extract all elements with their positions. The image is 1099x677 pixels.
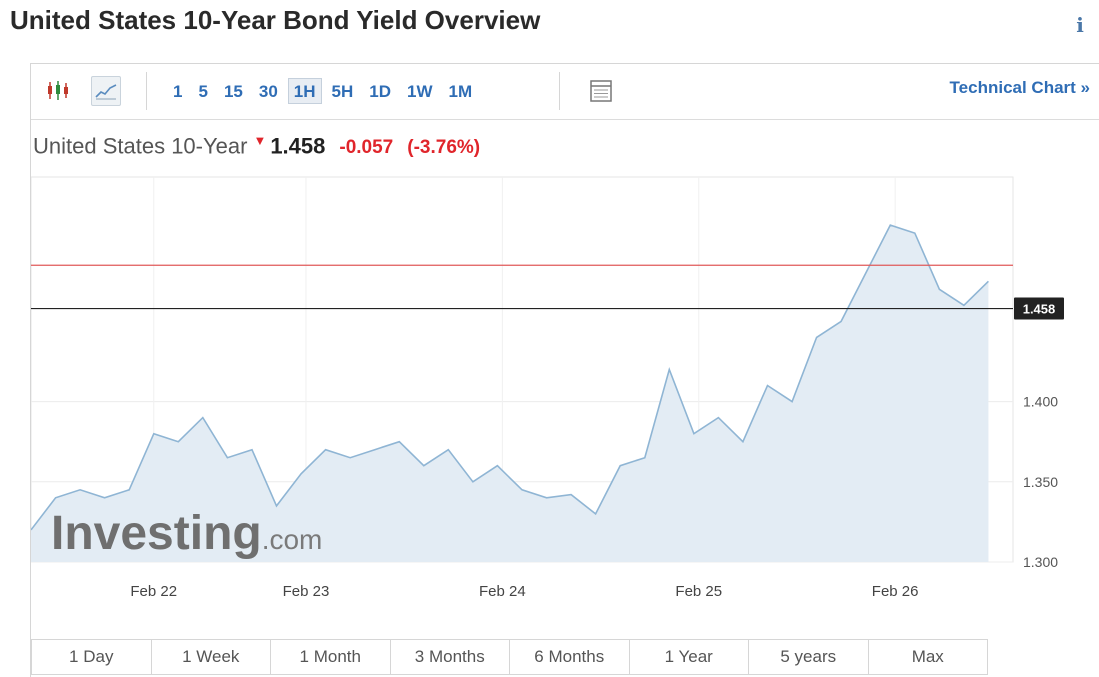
range-1-day[interactable]: 1 Day [32,640,152,674]
x-tick-label: Feb 26 [872,583,919,600]
current-price-badge [1014,297,1064,320]
interval-5h[interactable]: 5H [331,82,354,101]
interval-1w[interactable]: 1W [406,82,433,101]
range-max[interactable]: Max [911,647,944,666]
instrument-name: United States 10-Year [33,133,248,159]
interval-1h[interactable]: 1H [287,78,322,104]
current-price-label: 1.458 [1023,302,1056,317]
range-1-year[interactable]: 1 Year [630,640,749,674]
down-arrow-icon: ▼ [253,133,267,148]
interval-1m[interactable]: 1M [448,82,473,101]
table-icon[interactable] [586,76,616,106]
interval-5[interactable]: 5 [198,82,208,101]
interval-1[interactable]: 1 [173,82,183,101]
toolbar-separator [559,72,560,110]
price-change: -0.057 [339,137,394,159]
y-tick-label: 1.350 [1023,474,1058,490]
x-tick-label: Feb 24 [479,583,526,600]
interval-selector: 1 5 15 30 1H 5H 1D 1W 1M [167,78,478,106]
time-range-selector: 1 Day 1 Week 1 Month 3 Months 6 Months 1 Year… [31,639,988,675]
interval-30[interactable]: 30 [258,82,278,101]
range-1-month[interactable]: 1 Month [271,640,391,674]
range-6-months[interactable]: 6 Months [510,640,630,674]
interval-1d[interactable]: 1D [369,82,391,101]
yield-line [31,224,989,531]
range-1-week[interactable]: 1 Week [152,640,271,674]
technical-chart-link[interactable]: Technical Chart » [949,78,1090,97]
quote-header: United States 10-Year ▼ 1.458 -0.057 (-3.76%… [33,133,480,159]
candlestick-icon[interactable] [43,76,73,106]
x-tick-label: Feb 22 [130,583,177,600]
area-chart-icon[interactable] [91,76,121,106]
chart-panel: 1 5 15 30 1H 5H 1D 1W 1M Technical Chart » Unite… [30,63,1099,677]
yield-chart[interactable]: 1.458 1.300 1.350 1.400 Feb 22 Feb 23 Feb 24 Fe… [31,64,1099,639]
toolbar-separator [146,72,147,110]
investing-watermark: Investing.com [51,507,322,560]
price-change-percent: (-3.76%) [407,137,481,159]
x-tick-label: Feb 23 [283,583,330,600]
interval-15[interactable]: 15 [223,82,243,101]
last-price: 1.458 [270,133,326,159]
watermark-brand: Investing [51,507,262,560]
range-5-years[interactable]: 5 years [749,640,869,674]
page-title: United States 10-Year Bond Yield Overvie… [10,5,541,35]
watermark-suffix: .com [262,524,323,555]
y-tick-label: 1.300 [1023,554,1058,570]
chart-toolbar: 1 5 15 30 1H 5H 1D 1W 1M Technical Chart » [31,64,1099,120]
yield-area [31,225,989,562]
info-icon[interactable]: i [1076,13,1084,37]
y-tick-label: 1.400 [1023,394,1058,410]
range-3-months[interactable]: 3 Months [391,640,510,674]
x-tick-label: Feb 25 [675,583,722,600]
